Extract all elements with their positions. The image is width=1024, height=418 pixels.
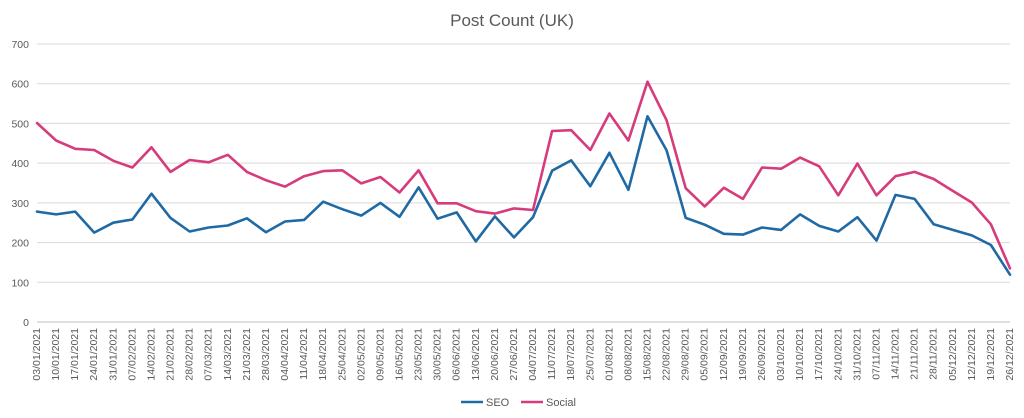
x-tick-label: 11/07/2021 [546,328,558,380]
x-tick-label: 26/09/2021 [756,328,768,381]
x-tick-label: 02/05/2021 [355,328,367,381]
x-tick-label: 26/12/2021 [1004,328,1016,381]
x-tick-label: 08/08/2021 [622,328,634,381]
x-tick-label: 11/04/2021 [298,328,310,380]
x-tick-label: 10/01/2021 [50,328,62,381]
x-tick-label: 30/05/2021 [432,328,444,381]
legend: SEO Social [461,397,576,409]
gridlines [37,43,1010,323]
x-tick-label: 04/04/2021 [279,328,291,381]
x-tick-label: 14/11/2021 [890,328,902,380]
y-axis-ticks: 0 100 200 300 400 500 600 700 [11,39,29,329]
x-tick-label: 16/05/2021 [393,328,405,381]
x-tick-label: 22/08/2021 [661,328,673,381]
x-tick-label: 31/01/2021 [107,328,119,381]
x-tick-label: 14/03/2021 [222,328,234,381]
y-tick-label: 400 [11,158,29,170]
x-tick-label: 10/10/2021 [794,328,806,381]
legend-label-social: Social [546,397,576,409]
x-tick-label: 05/09/2021 [699,328,711,381]
x-tick-label: 09/05/2021 [374,328,386,381]
y-tick-label: 700 [11,39,29,51]
x-tick-label: 31/10/2021 [851,328,863,381]
x-tick-label: 21/02/2021 [165,328,177,381]
chart-title: Post Count (UK) [450,11,574,30]
x-tick-label: 14/02/2021 [145,328,157,381]
x-tick-label: 19/09/2021 [737,328,749,381]
x-tick-label: 25/07/2021 [584,328,596,381]
x-tick-label: 24/01/2021 [88,328,100,381]
x-tick-label: 23/05/2021 [413,328,425,381]
y-tick-label: 600 [11,79,29,91]
x-tick-label: 03/01/2021 [31,328,43,381]
x-tick-label: 18/04/2021 [317,328,329,381]
x-tick-label: 07/11/2021 [870,328,882,380]
x-tick-label: 05/12/2021 [947,328,959,381]
x-tick-label: 18/07/2021 [565,328,577,381]
y-tick-label: 100 [11,277,29,289]
x-tick-label: 21/03/2021 [241,328,253,381]
x-tick-label: 25/04/2021 [336,328,348,381]
x-tick-label: 19/12/2021 [985,328,997,381]
series-lines [35,80,1012,277]
x-tick-label: 29/08/2021 [680,328,692,381]
x-tick-label: 28/02/2021 [184,328,196,381]
x-tick-label: 13/06/2021 [470,328,482,381]
x-tick-label: 27/06/2021 [508,328,520,381]
x-tick-label: 04/07/2021 [527,328,539,381]
x-tick-label: 28/03/2021 [260,328,272,381]
x-tick-label: 28/11/2021 [928,328,940,380]
x-tick-label: 20/06/2021 [489,328,501,381]
x-tick-label: 21/11/2021 [909,328,921,380]
x-tick-label: 03/10/2021 [775,328,787,381]
x-axis-ticks: 03/01/2021 10/01/2021 17/01/2021 24/01/2021… [31,328,1016,381]
x-tick-label: 06/06/2021 [451,328,463,381]
x-tick-label: 15/08/2021 [642,328,654,381]
y-tick-label: 300 [11,198,29,210]
y-tick-label: 0 [23,317,29,329]
y-tick-label: 500 [11,118,29,130]
x-tick-label: 24/10/2021 [832,328,844,381]
x-tick-label: 12/12/2021 [966,328,978,381]
x-tick-label: 07/03/2021 [203,328,215,381]
y-tick-label: 200 [11,238,29,250]
x-tick-label: 17/10/2021 [813,328,825,381]
x-tick-label: 07/02/2021 [126,328,138,381]
legend-label-seo: SEO [486,397,510,409]
x-tick-label: 12/09/2021 [718,328,730,381]
x-tick-label: 01/08/2021 [603,328,615,381]
x-tick-label: 17/01/2021 [69,328,81,381]
series-line-seo [35,115,1012,277]
series-line-social [35,80,1012,270]
